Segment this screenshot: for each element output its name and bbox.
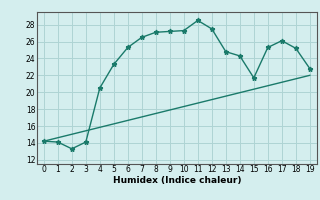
X-axis label: Humidex (Indice chaleur): Humidex (Indice chaleur) <box>113 176 241 185</box>
